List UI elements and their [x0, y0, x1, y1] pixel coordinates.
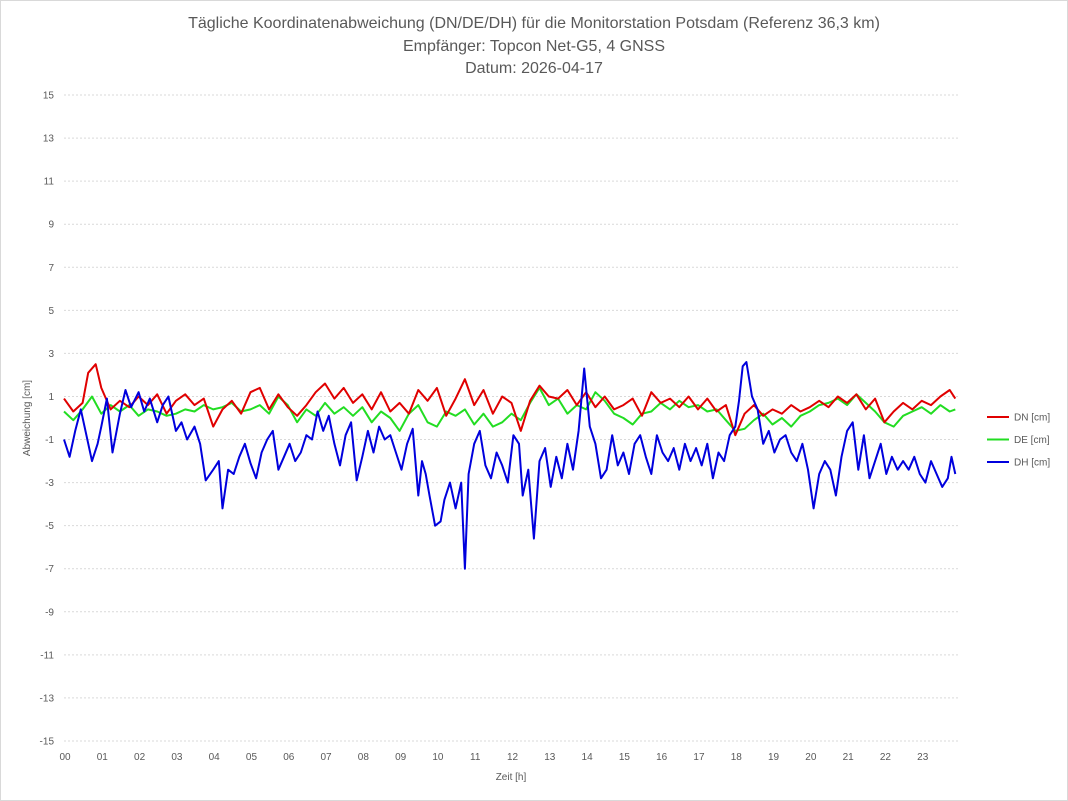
y-tick-label: -1 [45, 435, 54, 446]
x-tick-label: 07 [320, 752, 332, 763]
x-tick-label: 01 [97, 752, 109, 763]
x-tick-label: 08 [358, 752, 370, 763]
gridlines [64, 94, 959, 742]
x-tick-label: 03 [171, 752, 183, 763]
y-tick-label: 11 [44, 177, 55, 188]
x-tick-label: 23 [917, 752, 929, 763]
y-tick-label: -11 [40, 650, 54, 661]
chart-title-line-1: Tägliche Koordinatenabweichung (DN/DE/DH… [188, 15, 880, 32]
x-tick-label: 16 [656, 752, 668, 763]
chart-title: Tägliche Koordinatenabweichung (DN/DE/DH… [188, 15, 880, 77]
chart-title-line-3: Datum: 2026-04-17 [465, 60, 603, 77]
x-tick-label: 14 [582, 752, 594, 763]
y-tick-label: -15 [40, 737, 55, 748]
y-tick-label: 7 [48, 263, 54, 274]
x-tick-label: 19 [768, 752, 780, 763]
legend-label-dh: DH [cm] [1014, 458, 1050, 469]
x-tick-label: 05 [246, 752, 258, 763]
y-tick-label: 5 [48, 306, 54, 317]
chart-title-line-2: Empfänger: Topcon Net-G5, 4 GNSS [403, 38, 665, 55]
series-line-dh [63, 361, 957, 570]
x-tick-label: 04 [209, 752, 221, 763]
x-tick-label: 15 [619, 752, 631, 763]
x-tick-label: 09 [395, 752, 407, 763]
x-tick-label: 10 [432, 752, 444, 763]
x-axis-ticks: 00 01 02 03 04 05 06 07 08 09 10 11 12 13 14 15 16 17 18 19… [59, 752, 928, 763]
y-tick-label: 15 [43, 91, 55, 102]
series-line-de [63, 386, 956, 432]
legend-label-dn: DN [cm] [1014, 413, 1050, 424]
x-tick-label: 11 [470, 752, 481, 763]
y-tick-label: 9 [48, 220, 54, 231]
x-tick-label: 12 [507, 752, 519, 763]
y-tick-label: -5 [45, 521, 54, 532]
y-tick-label: 3 [48, 349, 54, 360]
x-tick-label: 20 [805, 752, 817, 763]
y-tick-label: 13 [43, 134, 55, 145]
x-tick-label: 21 [843, 752, 855, 763]
y-tick-label: -9 [45, 607, 54, 618]
x-tick-label: 18 [731, 752, 743, 763]
y-tick-label: 1 [48, 392, 54, 403]
plot-area [63, 361, 957, 570]
y-tick-label: -3 [45, 478, 54, 489]
x-tick-label: 02 [134, 752, 146, 763]
legend: DN [cm] DE [cm] DH [cm] [987, 413, 1050, 469]
x-tick-label: 17 [693, 752, 705, 763]
y-tick-label: -13 [40, 693, 55, 704]
x-tick-label: 22 [880, 752, 892, 763]
y-tick-label: -7 [45, 564, 54, 575]
x-axis-title: Zeit [h] [496, 772, 527, 783]
y-axis-title: Abweichung [cm] [22, 380, 33, 456]
x-tick-label: 06 [283, 752, 295, 763]
series-line-dn [63, 363, 957, 437]
x-tick-label: 00 [59, 752, 71, 763]
legend-label-de: DE [cm] [1014, 435, 1050, 446]
x-tick-label: 13 [544, 752, 556, 763]
